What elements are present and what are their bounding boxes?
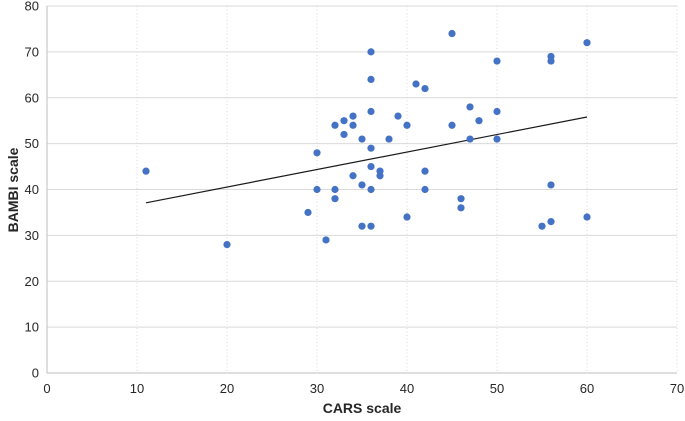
data-point — [349, 112, 357, 120]
x-tick-label: 60 — [580, 381, 594, 396]
y-tick-label: 20 — [25, 274, 39, 289]
x-tick-label: 0 — [43, 381, 50, 396]
x-tick-label: 30 — [310, 381, 324, 396]
data-point — [493, 135, 501, 143]
y-axis-title: BAMBI scale — [5, 147, 21, 233]
data-point — [457, 204, 465, 212]
data-point — [421, 185, 429, 194]
data-point — [385, 135, 393, 143]
data-point — [349, 172, 357, 180]
data-point — [412, 80, 420, 88]
y-tick-label: 40 — [25, 182, 39, 197]
data-point — [358, 181, 366, 189]
data-point — [448, 121, 456, 129]
data-point — [421, 84, 429, 93]
data-point — [367, 144, 375, 152]
data-point — [583, 39, 591, 47]
data-point — [547, 218, 555, 226]
data-point — [367, 107, 375, 116]
data-point — [448, 29, 456, 38]
trendline — [145, 116, 588, 204]
data-point — [466, 135, 474, 143]
data-point — [331, 195, 339, 203]
data-point — [493, 107, 501, 116]
x-tick-label: 70 — [670, 381, 684, 396]
data-point — [403, 121, 411, 129]
data-point — [394, 112, 402, 120]
x-axis-title: CARS scale — [322, 400, 402, 416]
data-point — [358, 222, 366, 230]
data-point — [376, 167, 384, 175]
data-point — [493, 57, 501, 65]
data-point — [322, 236, 330, 244]
data-point — [304, 208, 312, 217]
data-point — [367, 75, 375, 83]
y-tick-label: 30 — [25, 228, 39, 243]
data-point — [367, 222, 375, 230]
data-point — [583, 213, 591, 221]
y-tick-label: 80 — [25, 0, 39, 14]
x-tick-label: 20 — [220, 381, 234, 396]
x-tick-label: 40 — [400, 381, 414, 396]
data-point — [223, 240, 231, 249]
data-point — [367, 185, 375, 194]
data-point — [349, 121, 357, 129]
y-tick-label: 0 — [32, 366, 39, 381]
data-point — [313, 185, 321, 194]
data-point — [547, 181, 555, 189]
data-point — [457, 195, 465, 203]
y-tick-label: 60 — [25, 90, 39, 105]
data-point — [313, 149, 321, 157]
data-point — [421, 167, 429, 175]
data-point — [403, 213, 411, 221]
data-point — [367, 162, 375, 171]
data-point — [340, 117, 348, 125]
data-point — [466, 103, 474, 111]
y-tick-label: 50 — [25, 136, 39, 151]
data-point — [331, 185, 339, 194]
data-point — [142, 167, 150, 175]
y-tick-label: 70 — [25, 44, 39, 59]
data-point — [367, 48, 375, 56]
y-tick-label: 10 — [25, 320, 39, 335]
data-point — [340, 130, 348, 139]
data-point — [358, 135, 366, 143]
data-point — [547, 52, 555, 61]
x-tick-label: 50 — [490, 381, 504, 396]
data-point — [475, 117, 483, 125]
x-tick-label: 10 — [130, 381, 144, 396]
data-point — [538, 222, 546, 230]
data-point — [331, 121, 339, 129]
